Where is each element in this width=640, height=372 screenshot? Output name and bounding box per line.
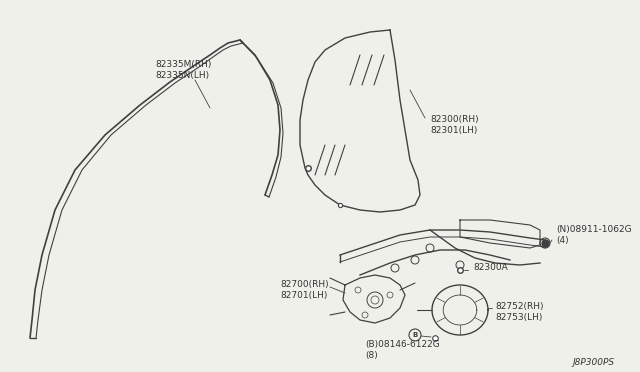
Text: 82700(RH)
82701(LH): 82700(RH) 82701(LH) [280,280,328,300]
Text: 82335M(RH)
82335N(LH): 82335M(RH) 82335N(LH) [155,60,211,80]
Text: (N)08911-1062G
(4): (N)08911-1062G (4) [556,225,632,245]
Text: 82300(RH)
82301(LH): 82300(RH) 82301(LH) [430,115,479,135]
Text: B: B [412,332,418,338]
Text: 82752(RH)
82753(LH): 82752(RH) 82753(LH) [495,302,543,322]
Text: J8P300PS: J8P300PS [573,358,615,367]
Text: 82300A: 82300A [473,263,508,273]
Text: (B)08146-6122G
(8): (B)08146-6122G (8) [365,340,440,360]
